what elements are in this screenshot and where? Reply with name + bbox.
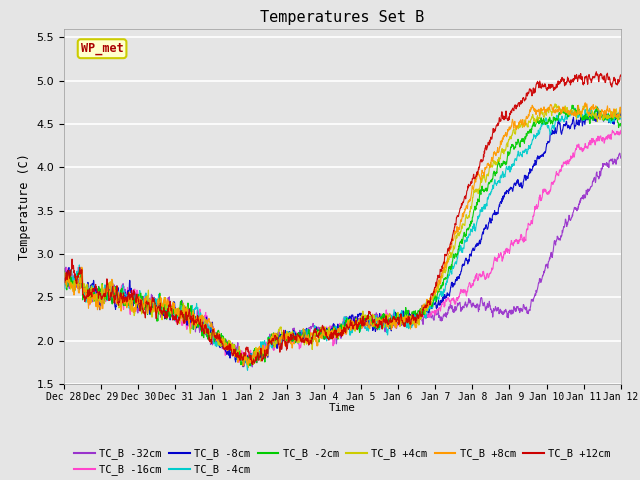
TC_B -4cm (593, 104, 601, 110)
TC_B +8cm (602, 110, 609, 116)
TC_B -8cm (602, 116, 609, 122)
TC_B -4cm (316, 333, 324, 339)
TC_B +12cm (617, 73, 625, 79)
TC_B +8cm (239, 363, 247, 369)
TC_B -16cm (601, 137, 609, 143)
X-axis label: Time: Time (329, 403, 356, 413)
TC_B -32cm (331, 329, 339, 335)
TC_B -32cm (616, 150, 623, 156)
TC_B -16cm (601, 139, 609, 144)
TC_B -4cm (617, 116, 625, 122)
TC_B -8cm (239, 364, 247, 370)
Legend: TC_B -32cm, TC_B -16cm, TC_B -8cm, TC_B -4cm, TC_B -2cm, TC_B +4cm, TC_B +8cm, T: TC_B -32cm, TC_B -16cm, TC_B -8cm, TC_B … (70, 444, 615, 480)
TC_B -32cm (248, 364, 256, 370)
TC_B -2cm (601, 116, 609, 122)
TC_B +8cm (617, 110, 625, 116)
TC_B -2cm (88, 291, 96, 297)
TC_B +4cm (602, 112, 609, 118)
TC_B -16cm (617, 128, 625, 133)
TC_B +12cm (249, 362, 257, 368)
TC_B -8cm (60, 279, 68, 285)
TC_B -8cm (499, 195, 506, 201)
TC_B -2cm (568, 102, 576, 108)
TC_B -32cm (88, 298, 96, 303)
TC_B +12cm (601, 79, 609, 85)
TC_B -8cm (331, 324, 339, 329)
TC_B +4cm (617, 114, 625, 120)
TC_B -16cm (331, 329, 339, 335)
TC_B -32cm (316, 326, 324, 332)
Line: TC_B -2cm: TC_B -2cm (64, 105, 621, 366)
TC_B +12cm (88, 286, 96, 292)
TC_B +4cm (244, 364, 252, 370)
TC_B +12cm (331, 332, 339, 337)
Line: TC_B -4cm: TC_B -4cm (64, 107, 621, 370)
TC_B -32cm (617, 155, 625, 161)
TC_B -2cm (331, 330, 339, 336)
TC_B -4cm (602, 115, 609, 121)
TC_B -16cm (88, 296, 96, 301)
TC_B -8cm (601, 114, 609, 120)
TC_B -4cm (331, 324, 339, 329)
Text: WP_met: WP_met (81, 42, 124, 55)
TC_B -2cm (60, 268, 68, 274)
TC_B -4cm (244, 367, 252, 373)
Line: TC_B +8cm: TC_B +8cm (64, 103, 621, 366)
TC_B +12cm (60, 276, 68, 282)
TC_B -2cm (617, 123, 625, 129)
Line: TC_B +12cm: TC_B +12cm (64, 72, 621, 365)
TC_B -2cm (602, 115, 609, 120)
Line: TC_B -16cm: TC_B -16cm (64, 130, 621, 363)
TC_B +8cm (499, 135, 506, 141)
TC_B -32cm (499, 309, 506, 315)
TC_B +4cm (601, 113, 609, 119)
TC_B -16cm (60, 279, 68, 285)
TC_B +4cm (316, 328, 324, 334)
TC_B -4cm (601, 116, 609, 122)
TC_B +4cm (551, 101, 559, 107)
TC_B +12cm (499, 116, 506, 121)
TC_B -16cm (499, 257, 506, 263)
TC_B +12cm (602, 80, 609, 85)
TC_B -16cm (609, 127, 616, 133)
TC_B +8cm (601, 108, 609, 113)
TC_B -8cm (617, 114, 625, 120)
TC_B +8cm (88, 291, 96, 297)
TC_B -32cm (601, 162, 609, 168)
TC_B -16cm (253, 360, 261, 366)
Y-axis label: Temperature (C): Temperature (C) (18, 153, 31, 260)
TC_B -4cm (499, 169, 506, 175)
TC_B -2cm (316, 330, 324, 336)
TC_B +4cm (499, 149, 506, 155)
TC_B -8cm (594, 108, 602, 114)
Line: TC_B +4cm: TC_B +4cm (64, 104, 621, 367)
TC_B -16cm (316, 335, 324, 340)
TC_B -2cm (499, 162, 506, 168)
TC_B -32cm (60, 270, 68, 276)
TC_B -8cm (316, 324, 324, 330)
TC_B -4cm (60, 285, 68, 291)
Title: Temperatures Set B: Temperatures Set B (260, 10, 424, 25)
Line: TC_B -8cm: TC_B -8cm (64, 111, 621, 367)
TC_B +12cm (316, 327, 324, 333)
TC_B -8cm (88, 283, 96, 289)
TC_B +8cm (316, 334, 324, 340)
TC_B +4cm (331, 334, 339, 339)
TC_B +8cm (60, 274, 68, 279)
TC_B -32cm (601, 161, 609, 167)
TC_B +12cm (593, 69, 600, 75)
TC_B +8cm (581, 100, 589, 106)
TC_B -2cm (247, 363, 255, 369)
TC_B +4cm (60, 272, 68, 277)
TC_B +8cm (331, 328, 339, 334)
TC_B +4cm (88, 290, 96, 296)
TC_B -4cm (88, 282, 96, 288)
Line: TC_B -32cm: TC_B -32cm (64, 153, 621, 367)
